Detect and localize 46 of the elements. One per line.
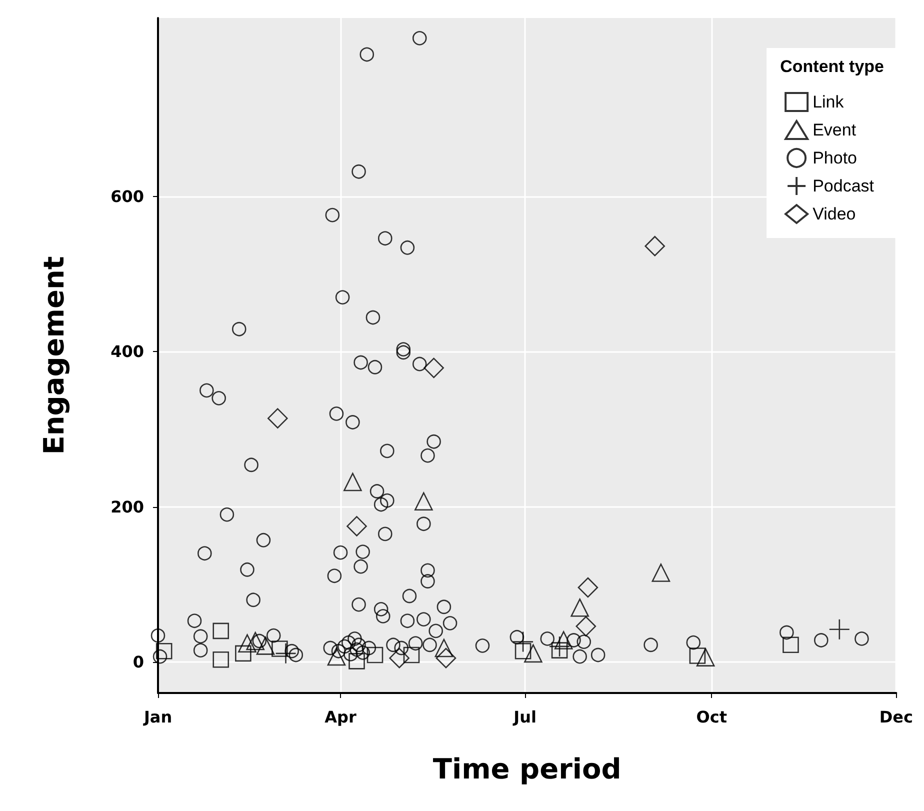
point: [578, 577, 598, 598]
point: [272, 640, 288, 657]
y-tick-label: 400: [110, 342, 144, 362]
point: [554, 631, 573, 650]
x-tick-label: Oct: [696, 708, 728, 726]
point: [782, 636, 799, 654]
point: [548, 636, 570, 658]
point: [514, 642, 532, 660]
point: [828, 618, 850, 640]
point: [344, 472, 362, 492]
y-tick-label: 0: [132, 652, 144, 672]
x-tick-label: Jul: [512, 708, 536, 726]
x-axis-title: Time period: [432, 752, 622, 786]
point: [644, 236, 666, 256]
point: [366, 646, 384, 664]
point: [436, 648, 456, 668]
legend-title: Content type: [780, 57, 884, 76]
legend-label: Photo: [812, 148, 858, 168]
point: [414, 492, 433, 511]
x-tick-label: Jan: [142, 708, 172, 726]
point: [424, 358, 444, 378]
y-axis-title: Engagement: [38, 256, 70, 455]
legend-label: Event: [812, 120, 856, 140]
point: [389, 648, 410, 668]
point: [348, 653, 365, 670]
point: [434, 638, 454, 658]
point: [268, 408, 288, 428]
x-tick-label: Dec: [879, 708, 914, 726]
point: [652, 564, 670, 582]
point: [524, 644, 542, 663]
point: [689, 648, 706, 664]
point: [570, 598, 589, 617]
y-tick-label: 200: [110, 497, 144, 516]
point: [403, 646, 420, 664]
point: [275, 642, 296, 664]
point: [551, 642, 568, 658]
point: [576, 616, 596, 636]
x-tick-label: Apr: [324, 708, 356, 726]
point: [346, 516, 367, 536]
y-tick-label: 600: [110, 186, 144, 206]
legend-label: Podcast: [812, 176, 874, 196]
point: [327, 647, 346, 666]
legend-label: Video: [812, 204, 856, 224]
point: [512, 631, 534, 652]
point: [696, 648, 715, 666]
legend-label: Link: [812, 92, 844, 112]
